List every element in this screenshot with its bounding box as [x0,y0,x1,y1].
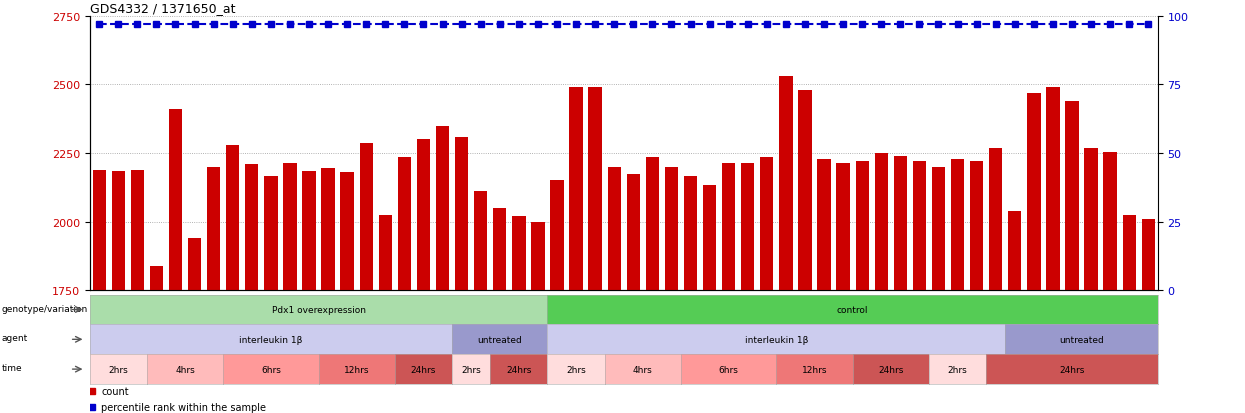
Bar [589,88,601,291]
Bar [646,158,659,291]
Bar [722,163,736,291]
Bar [779,77,793,291]
Bar [665,167,679,291]
Bar [1142,219,1155,291]
Text: 2hrs: 2hrs [108,365,128,374]
Bar [454,137,468,291]
Bar [397,158,411,291]
Text: untreated: untreated [1059,335,1104,344]
Bar [626,174,640,291]
Bar [874,154,888,291]
Text: 12hrs: 12hrs [344,365,370,374]
Text: 24hrs: 24hrs [507,365,532,374]
Bar [951,159,964,291]
Bar [264,177,278,291]
Bar [894,157,908,291]
Bar [245,165,259,291]
Bar [761,158,773,291]
Text: 2hrs: 2hrs [566,365,586,374]
Bar [227,145,239,291]
Bar [913,162,926,291]
Bar [131,170,144,291]
Text: percentile rank within the sample: percentile rank within the sample [101,402,266,412]
Text: time: time [1,363,22,372]
Text: 4hrs: 4hrs [632,365,652,374]
Bar [284,163,296,291]
Text: count: count [101,386,129,396]
Bar [169,110,182,291]
Bar [532,222,544,291]
Bar [550,181,564,291]
Text: genotype/variation: genotype/variation [1,304,88,313]
Bar [1123,215,1135,291]
Bar [360,144,373,291]
Bar [1046,88,1059,291]
Bar [149,266,163,291]
Bar [970,162,984,291]
Bar [436,126,449,291]
Text: control: control [837,305,869,314]
Bar [608,167,621,291]
Bar [684,177,697,291]
Bar [321,169,335,291]
Bar [1084,148,1098,291]
Text: 6hrs: 6hrs [718,365,738,374]
Bar [493,209,507,291]
Text: Pdx1 overexpression: Pdx1 overexpression [271,305,366,314]
Text: agent: agent [1,334,27,342]
Bar [569,88,583,291]
Text: 24hrs: 24hrs [878,365,904,374]
Bar [741,163,754,291]
Bar [1027,93,1041,291]
Text: 4hrs: 4hrs [176,365,195,374]
Bar [92,170,106,291]
Bar [378,215,392,291]
Bar [1066,102,1078,291]
Bar [340,173,354,291]
Text: 12hrs: 12hrs [802,365,827,374]
Bar [818,159,830,291]
Bar [512,217,525,291]
Bar [1008,211,1021,291]
Bar [1103,152,1117,291]
Bar [855,162,869,291]
Bar [798,90,812,291]
Bar [931,167,945,291]
Bar [474,192,487,291]
Text: 24hrs: 24hrs [1059,365,1084,374]
Text: untreated: untreated [477,335,522,344]
Bar [989,148,1002,291]
Text: 2hrs: 2hrs [947,365,967,374]
Text: 24hrs: 24hrs [411,365,436,374]
Text: GDS4332 / 1371650_at: GDS4332 / 1371650_at [90,2,235,15]
Bar [188,239,202,291]
Text: interleukin 1β: interleukin 1β [745,335,808,344]
Bar [837,163,850,291]
Text: 6hrs: 6hrs [261,365,281,374]
Bar [703,185,716,291]
Text: 2hrs: 2hrs [461,365,481,374]
Bar [417,140,430,291]
Bar [303,171,316,291]
Bar [112,171,125,291]
Text: interleukin 1β: interleukin 1β [239,335,303,344]
Bar [207,167,220,291]
